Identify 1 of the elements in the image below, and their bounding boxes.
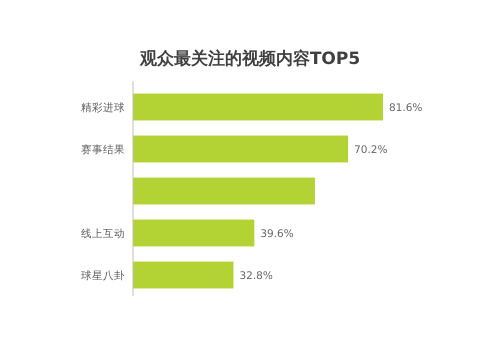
title: 观众最关注的视频内容TOP5 bbox=[140, 49, 360, 69]
